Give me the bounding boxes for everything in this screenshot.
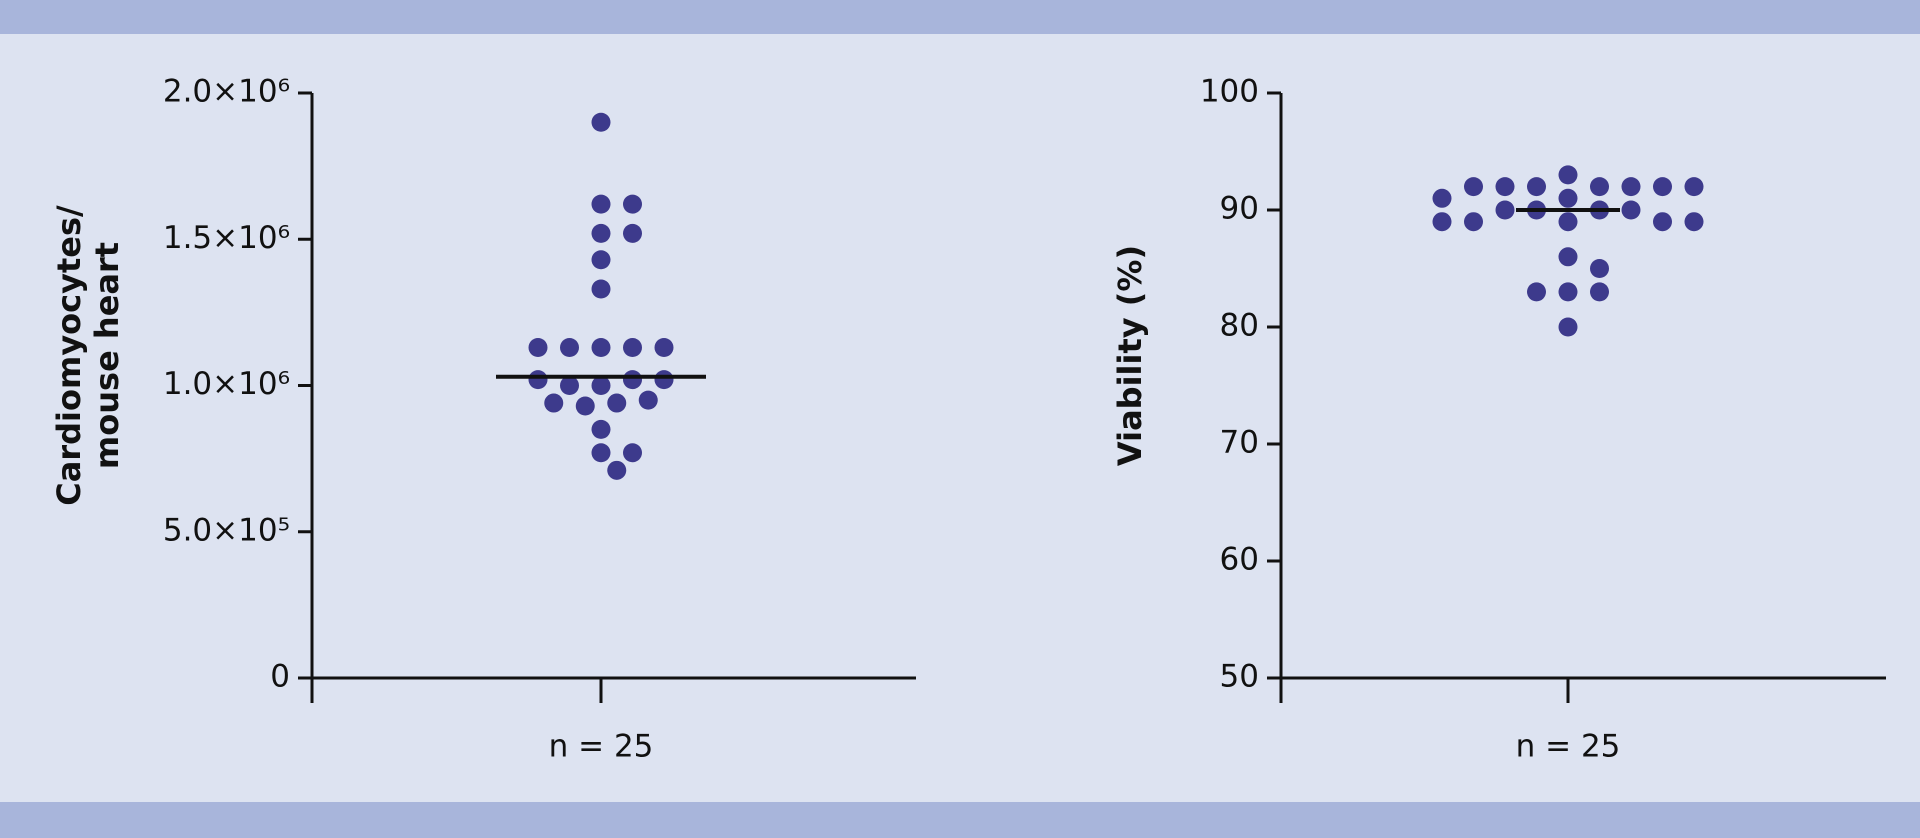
dot bbox=[1653, 212, 1672, 232]
dot bbox=[591, 419, 611, 439]
dot bbox=[1684, 177, 1704, 197]
y-tick-label: 90 bbox=[1220, 191, 1259, 227]
dot bbox=[591, 443, 611, 463]
dot bbox=[1684, 212, 1704, 232]
bottom-band bbox=[0, 802, 1920, 838]
dot bbox=[544, 393, 564, 413]
dot bbox=[1558, 165, 1578, 185]
dot bbox=[575, 396, 595, 416]
dot bbox=[591, 194, 611, 214]
dot bbox=[591, 112, 611, 132]
y-tick-label: 80 bbox=[1220, 308, 1259, 344]
y-tick-label: 2.0×10⁶ bbox=[163, 74, 290, 110]
dot bbox=[591, 279, 611, 299]
dot bbox=[654, 337, 674, 357]
dot bbox=[1495, 177, 1515, 197]
dot bbox=[1590, 259, 1609, 278]
dot bbox=[560, 337, 579, 357]
dot bbox=[1432, 188, 1452, 208]
dot bbox=[528, 370, 548, 390]
dot bbox=[1527, 282, 1546, 302]
y-tick-label: 1.0×10⁶ bbox=[163, 366, 290, 402]
dot bbox=[607, 460, 627, 480]
dot bbox=[638, 390, 658, 410]
x-tick-label: n = 25 bbox=[1516, 729, 1621, 765]
dot bbox=[623, 223, 642, 243]
dot bbox=[1527, 177, 1546, 197]
y-tick-label: 60 bbox=[1220, 542, 1259, 578]
dot bbox=[1464, 212, 1483, 232]
dot bbox=[591, 337, 611, 357]
dot bbox=[623, 194, 642, 214]
dot bbox=[1464, 177, 1483, 197]
dot bbox=[623, 443, 642, 463]
y-tick-label: 0 bbox=[270, 659, 290, 695]
y-axis-title-line: Cardiomyocytes/ bbox=[50, 205, 88, 506]
dot bbox=[623, 337, 642, 357]
y-axis-title: Cardiomyocytes/mouse heart bbox=[50, 205, 126, 506]
dot bbox=[1495, 200, 1515, 220]
dot bbox=[1432, 212, 1452, 232]
dot bbox=[1558, 188, 1578, 208]
dot bbox=[654, 370, 674, 390]
dot bbox=[1558, 247, 1578, 267]
dot bbox=[1558, 282, 1578, 302]
y-tick-label: 1.5×10⁶ bbox=[163, 220, 290, 256]
top-band bbox=[0, 0, 1920, 34]
dot bbox=[607, 393, 627, 413]
dot bbox=[623, 370, 642, 390]
dot bbox=[591, 376, 611, 395]
y-tick-label: 5.0×10⁵ bbox=[163, 512, 290, 548]
dot bbox=[1558, 212, 1578, 232]
y-tick-label: 70 bbox=[1220, 425, 1259, 461]
y-tick-label: 50 bbox=[1220, 659, 1259, 695]
dot bbox=[591, 250, 611, 270]
y-tick-label: 100 bbox=[1200, 74, 1259, 110]
dot bbox=[1590, 177, 1609, 197]
y-axis-title-line: mouse heart bbox=[88, 242, 126, 469]
dot bbox=[1590, 282, 1609, 302]
dot bbox=[560, 376, 579, 395]
x-tick-label: n = 25 bbox=[549, 729, 654, 765]
dot bbox=[1558, 317, 1578, 337]
y-axis-title: Viability (%) bbox=[1111, 245, 1149, 466]
dot bbox=[1621, 177, 1641, 197]
y-axis-title-line: Viability (%) bbox=[1111, 245, 1149, 466]
dot bbox=[1653, 177, 1672, 197]
dot bbox=[528, 337, 548, 357]
dot bbox=[591, 223, 611, 243]
dot bbox=[1621, 200, 1641, 220]
